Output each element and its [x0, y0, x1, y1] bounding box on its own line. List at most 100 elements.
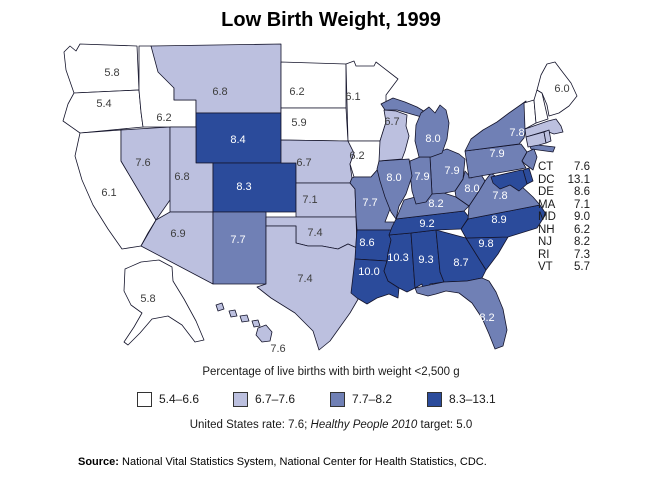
- state-value-ak: 5.8: [140, 293, 155, 305]
- list-item: CT 7.6: [538, 161, 590, 174]
- list-item: RI 7.3: [538, 249, 590, 262]
- state-value-nm: 7.7: [230, 234, 245, 246]
- state-value-wa: 5.8: [104, 67, 119, 79]
- state-value-in: 7.9: [414, 171, 429, 183]
- state-abbr: RI: [538, 248, 550, 261]
- healthy-people-2010-italic: Healthy People 2010: [310, 419, 418, 431]
- state-value: 7.3: [574, 248, 590, 261]
- state-mi: [414, 104, 450, 158]
- state-value-or: 5.4: [96, 98, 111, 110]
- state-nh: [533, 89, 549, 124]
- state-value: 13.1: [567, 173, 590, 186]
- state-abbr: DE: [538, 186, 554, 198]
- state-value-al: 9.3: [418, 254, 433, 266]
- state-abbr: MA: [538, 198, 556, 211]
- state-ny: [464, 100, 528, 152]
- state-abbr: MD: [538, 211, 556, 223]
- state-il: [376, 158, 413, 220]
- state-abbr: NH: [538, 223, 555, 236]
- state-ak: [123, 259, 205, 346]
- legend-item-1: 5.4–6.6: [137, 391, 199, 407]
- state-value-nc: 8.9: [491, 214, 506, 226]
- state-value-va: 7.8: [492, 190, 507, 202]
- state-az: [140, 211, 214, 285]
- state-value: 9.0: [574, 211, 590, 223]
- state-value-wy: 8.4: [230, 134, 245, 146]
- state-value-co: 8.3: [236, 181, 251, 193]
- list-item: MD 9.0: [538, 211, 590, 224]
- state-value-ca: 6.1: [101, 187, 116, 199]
- state-value-nd: 6.2: [289, 86, 304, 98]
- state-value-fl: 8.2: [479, 312, 494, 324]
- state-ct: [525, 131, 547, 148]
- list-item: NH 6.2: [538, 224, 590, 237]
- state-abbr: VT: [538, 261, 553, 273]
- state-wi: [378, 109, 410, 162]
- state-value-wi: 6.7: [384, 116, 399, 128]
- state-value-sc: 9.8: [478, 238, 493, 250]
- state-abbr: NJ: [538, 236, 553, 248]
- legend-label: 6.7–7.6: [255, 391, 296, 406]
- legend-swatch-class4: [427, 391, 442, 407]
- state-value-id: 6.2: [156, 112, 171, 124]
- page-title: Low Birth Weight, 1999: [221, 9, 441, 31]
- state-nd: [280, 61, 347, 109]
- state-value-ia: 6.2: [349, 150, 364, 162]
- state-co: [212, 162, 297, 213]
- state-value: 8.2: [574, 236, 590, 248]
- state-hi-island-4: [251, 319, 261, 328]
- small-states-list: CT 7.6 DC 13.1 DE 8.6 MA 7.1 MD 9.0 NH 6.2 NJ 8…: [538, 161, 590, 274]
- state-value-ar: 8.6: [359, 237, 374, 249]
- state-value-ga: 8.7: [453, 257, 468, 269]
- state-value-mt: 6.8: [212, 86, 227, 98]
- state-value-mi: 8.0: [425, 133, 440, 145]
- state-or: [62, 89, 144, 134]
- state-value-mn: 6.1: [345, 91, 360, 103]
- state-value-sd: 5.9: [291, 117, 306, 129]
- state-value: 5.7: [574, 261, 590, 273]
- list-item: VT 5.7: [538, 261, 590, 274]
- legend-label: 7.7–8.2: [352, 391, 393, 406]
- state-value: 6.2: [574, 223, 590, 236]
- legend-swatch-class2: [233, 391, 248, 407]
- target-text: target: 5.0: [417, 419, 473, 431]
- us-rate-text: United States rate: 7.6;: [189, 419, 311, 431]
- state-hi-island-5: [255, 324, 273, 343]
- state-ri: [543, 129, 552, 144]
- state-value-ne: 6.7: [296, 157, 311, 169]
- state-value-ut: 6.8: [174, 171, 189, 183]
- legend-swatch-class3: [330, 391, 345, 407]
- state-abbr: DC: [538, 173, 555, 186]
- legend-item-2: 6.7–7.6: [233, 391, 295, 407]
- state-value-il: 8.0: [386, 172, 401, 184]
- legend-label: 8.3–13.1: [449, 391, 496, 406]
- source-line: Source: National Vital Statistics System…: [78, 456, 487, 468]
- state-nm: [212, 211, 267, 285]
- state-value-ky: 8.2: [428, 198, 443, 210]
- state-value-ok: 7.4: [307, 227, 322, 239]
- legend-item-3: 7.7–8.2: [330, 391, 392, 407]
- state-value-tn: 9.2: [419, 218, 434, 230]
- list-item: MA 7.1: [538, 199, 590, 212]
- source-text: National Vital Statistics System, Nation…: [118, 456, 487, 468]
- state-abbr: CT: [538, 161, 554, 173]
- state-hi-island-1: [215, 302, 225, 312]
- state-value-ms: 10.3: [387, 252, 408, 264]
- legend-label: 5.4–6.6: [159, 391, 200, 406]
- state-value: 7.6: [574, 161, 590, 173]
- state-value-oh: 7.9: [444, 165, 459, 177]
- state-md: [490, 169, 528, 192]
- state-value-tx: 7.4: [297, 273, 312, 285]
- state-value-la: 10.0: [358, 266, 379, 278]
- state-value-hi: 7.6: [270, 343, 285, 355]
- state-value: 7.1: [574, 198, 590, 211]
- list-item: DC 13.1: [538, 174, 590, 187]
- state-nj: [521, 148, 538, 171]
- state-value-wv: 8.0: [464, 183, 479, 195]
- state-value-pa: 7.9: [489, 148, 504, 160]
- legend-swatch-class1: [137, 391, 152, 407]
- state-value-mo: 7.7: [362, 197, 377, 209]
- source-label: Source:: [78, 456, 119, 468]
